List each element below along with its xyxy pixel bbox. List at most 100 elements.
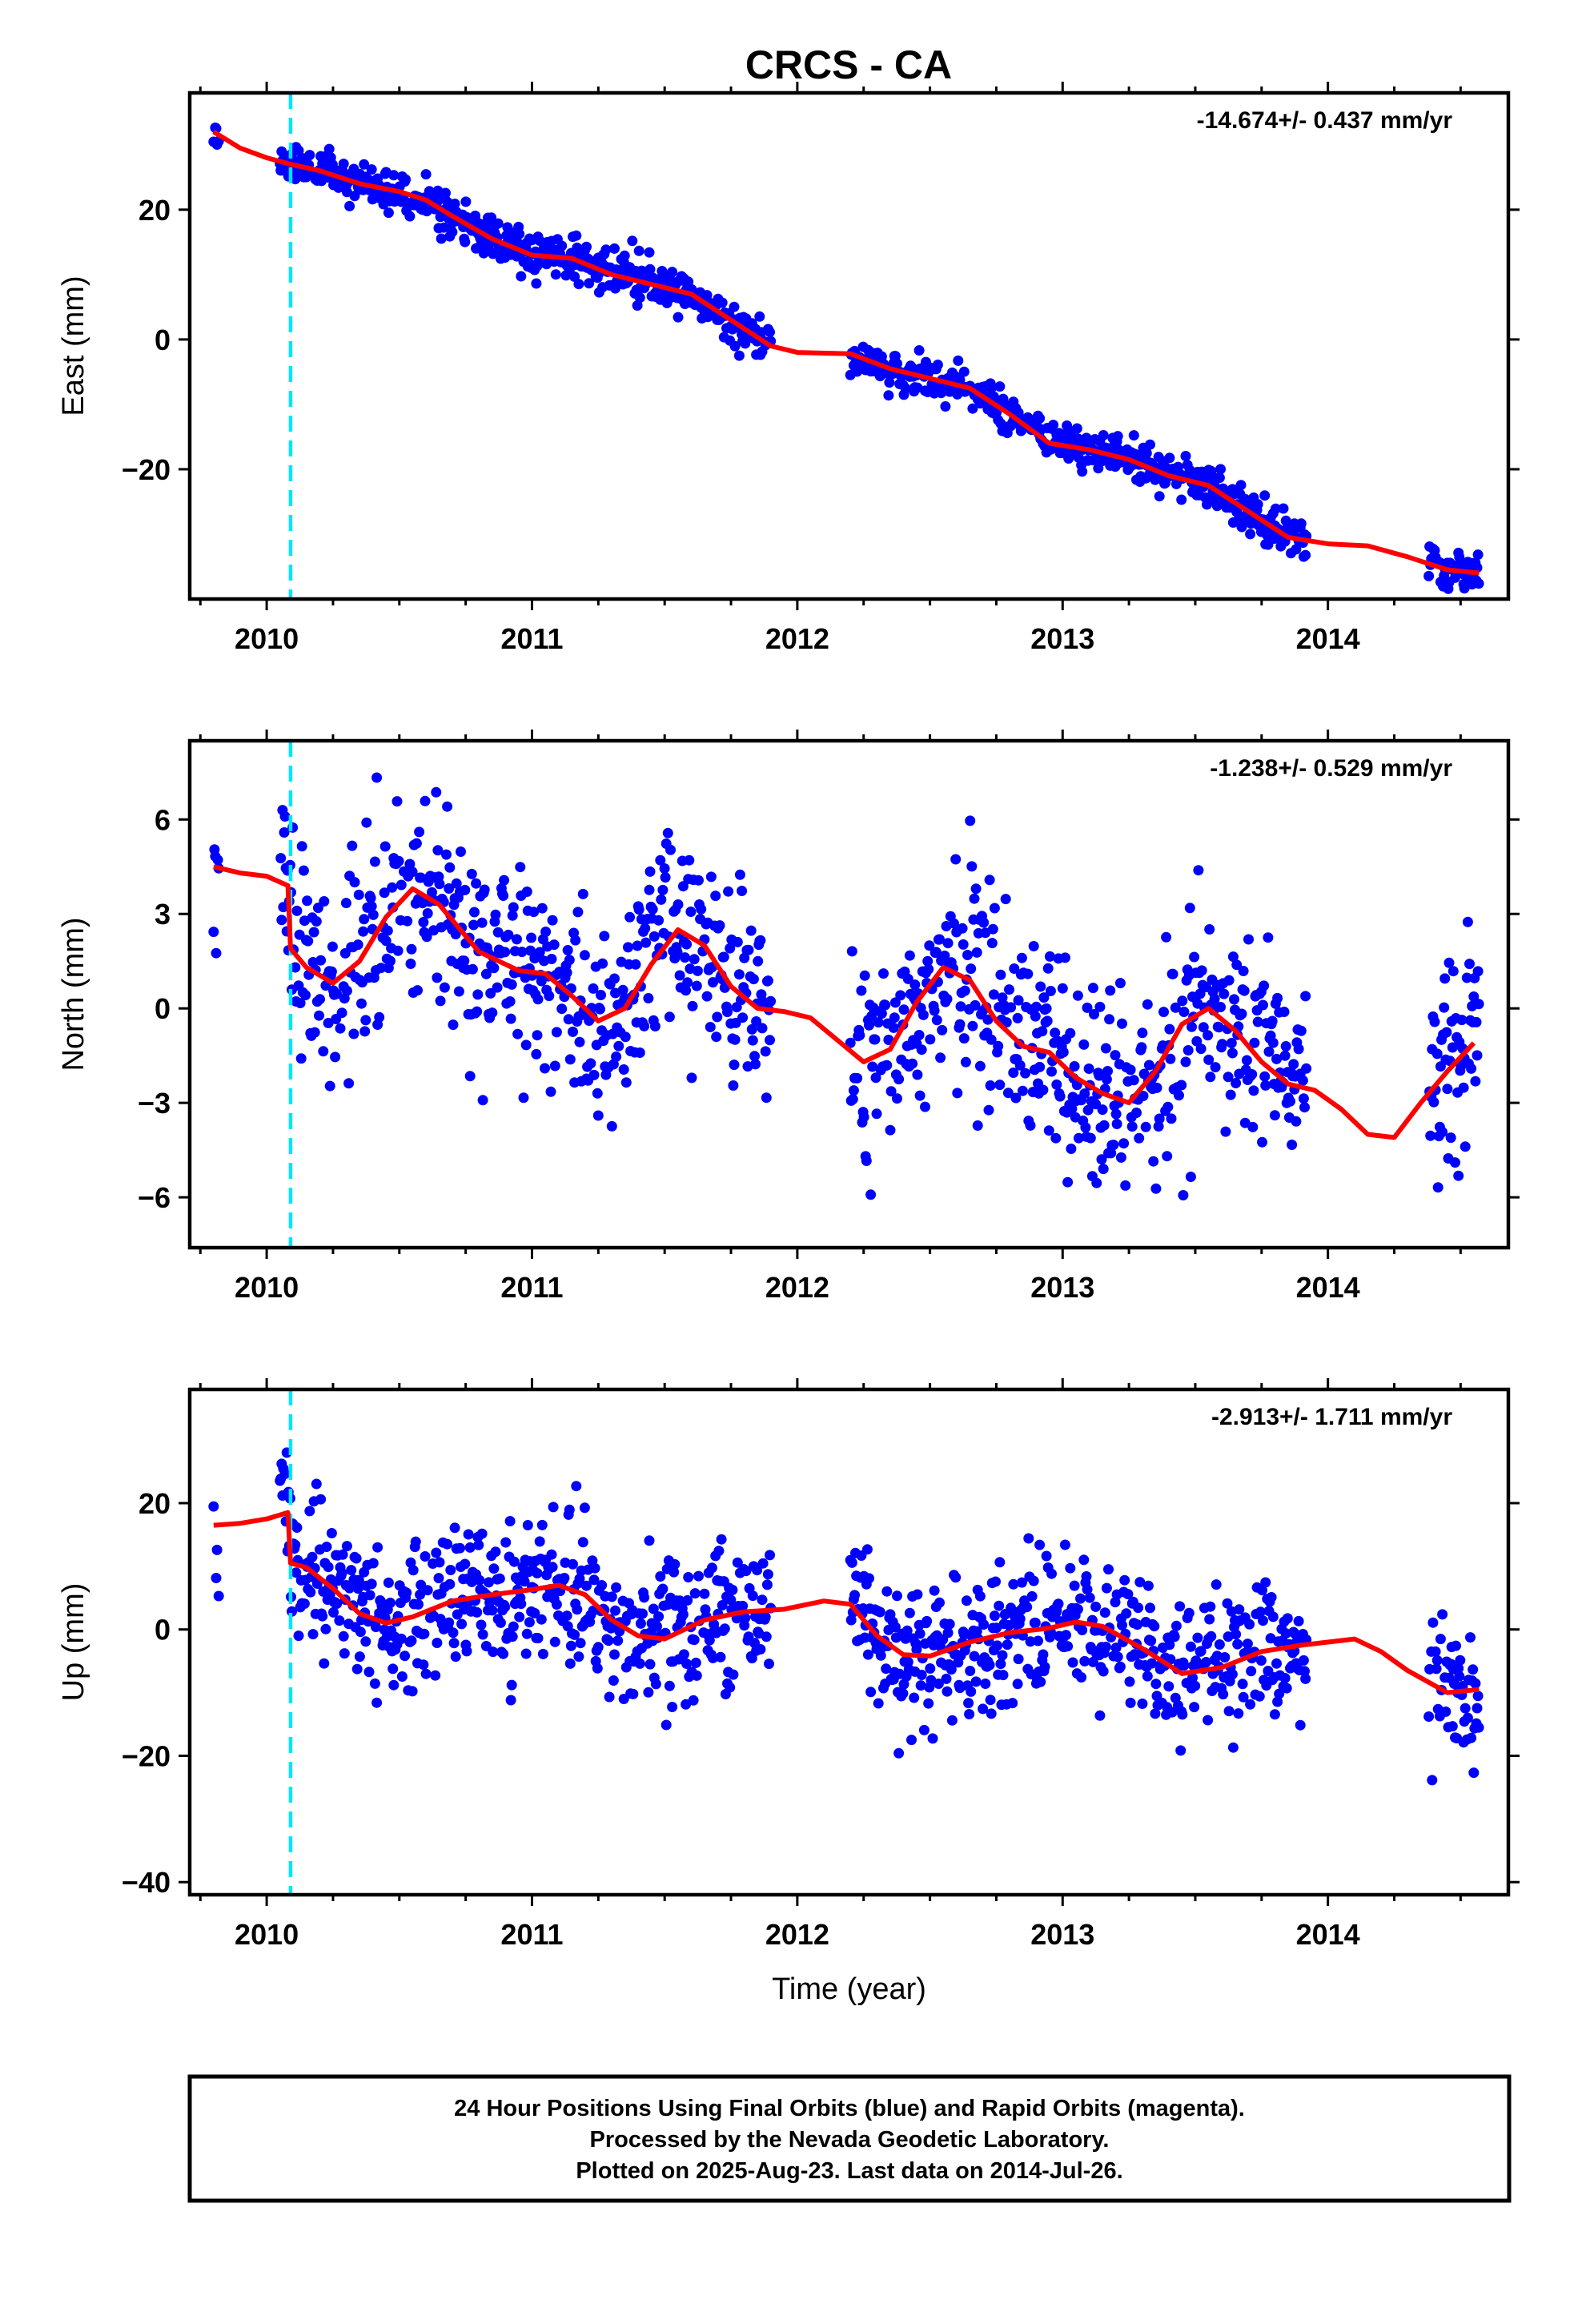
data-point (444, 1578, 456, 1590)
data-point (737, 1012, 749, 1023)
data-point (577, 888, 588, 899)
data-point (913, 345, 925, 356)
data-point (490, 1546, 501, 1558)
data-point (1235, 480, 1247, 491)
data-point (1010, 1092, 1022, 1104)
data-point (1223, 1072, 1234, 1083)
data-point (669, 1558, 681, 1570)
data-point (1046, 1066, 1057, 1077)
data-point (534, 947, 545, 958)
data-point (750, 1059, 761, 1070)
data-point (335, 1023, 346, 1034)
data-point (669, 1566, 680, 1578)
data-point (1209, 993, 1220, 1004)
data-point (1077, 466, 1088, 477)
data-point (508, 902, 519, 913)
data-point (683, 1572, 694, 1582)
data-point (1297, 1075, 1308, 1086)
data-point (1227, 1742, 1239, 1753)
data-point (871, 1108, 882, 1120)
data-point (765, 995, 777, 1007)
data-point (1004, 984, 1014, 995)
data-point (380, 935, 391, 947)
data-point (348, 1028, 359, 1039)
data-point (315, 955, 327, 966)
data-point (705, 871, 717, 883)
data-point (606, 1120, 617, 1132)
data-point (647, 903, 658, 915)
data-point (1279, 1050, 1291, 1061)
data-point (761, 1092, 772, 1104)
data-point (762, 975, 773, 987)
data-point (873, 1017, 884, 1028)
data-point (1151, 1082, 1162, 1093)
data-point (400, 1651, 411, 1662)
data-point (531, 278, 542, 289)
data-point (1028, 941, 1039, 951)
data-point (941, 1673, 952, 1684)
data-point (765, 1035, 775, 1046)
data-point (725, 1594, 737, 1606)
data-point (1263, 1046, 1275, 1057)
data-point (366, 1578, 377, 1590)
data-point (655, 854, 666, 866)
data-point (444, 1617, 455, 1628)
data-point (760, 1046, 771, 1057)
data-point (1288, 1059, 1299, 1070)
data-point (1291, 1116, 1302, 1127)
data-point (359, 159, 370, 170)
data-point (472, 989, 484, 1000)
data-point (540, 927, 552, 937)
data-point (1246, 1666, 1257, 1677)
data-point (751, 1016, 762, 1027)
data-point (1149, 1621, 1160, 1632)
data-point (1008, 1068, 1019, 1078)
data-point (1002, 1088, 1014, 1099)
data-point (1187, 1672, 1198, 1683)
data-point (440, 187, 451, 199)
data-point (396, 1671, 408, 1682)
data-point (875, 1650, 886, 1661)
data-point (952, 1088, 963, 1099)
data-point (1105, 985, 1116, 996)
data-point (874, 1606, 885, 1618)
data-point (318, 1046, 329, 1057)
data-point (366, 164, 377, 175)
data-point (739, 952, 750, 963)
data-point (1458, 1082, 1469, 1093)
data-point (290, 174, 301, 185)
data-point (563, 1014, 574, 1025)
data-point (656, 894, 667, 905)
data-point (352, 939, 363, 951)
data-point (365, 892, 376, 903)
data-point (1065, 1027, 1076, 1039)
x-tick-label: 2012 (765, 1918, 829, 1951)
data-point (279, 811, 291, 822)
data-point (1281, 1683, 1292, 1694)
data-point (755, 1644, 766, 1655)
data-point (393, 855, 404, 866)
data-point (340, 898, 351, 909)
data-point (674, 1595, 685, 1606)
data-point (1085, 1132, 1096, 1144)
data-point (392, 945, 404, 956)
data-point (387, 1663, 399, 1675)
plot-area (208, 93, 1484, 599)
data-point (344, 200, 355, 211)
data-point (1101, 1582, 1112, 1594)
data-point (1037, 1026, 1048, 1037)
data-point (989, 1610, 1000, 1622)
data-point (1041, 1003, 1052, 1014)
data-point (1177, 995, 1188, 1007)
data-point (1431, 1655, 1443, 1666)
data-point (673, 312, 684, 323)
data-point (1430, 1646, 1441, 1657)
data-point (892, 358, 902, 369)
data-point (960, 1056, 971, 1068)
data-point (655, 1571, 666, 1582)
data-point (450, 1651, 461, 1663)
data-point (1124, 1676, 1135, 1687)
data-point (620, 1077, 632, 1088)
y-tick-label: −20 (122, 1739, 171, 1772)
data-point (302, 895, 313, 907)
